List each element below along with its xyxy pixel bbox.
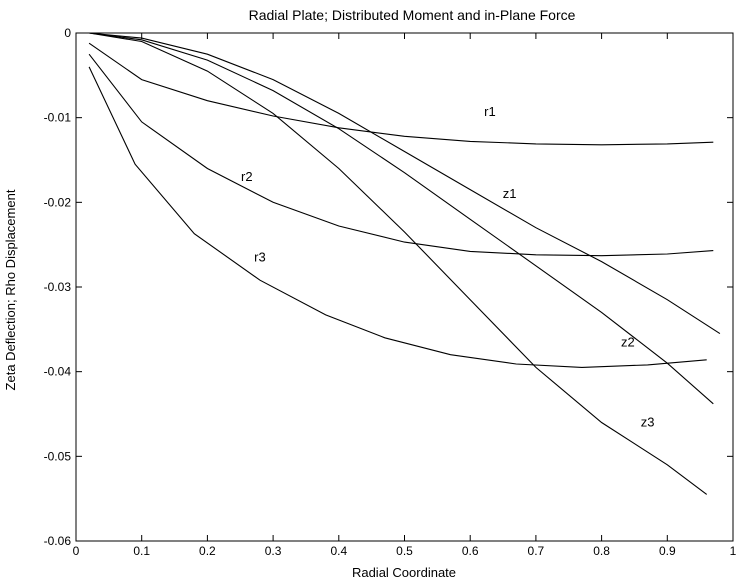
- y-tick-label: 0: [64, 26, 71, 40]
- series-label-r3: r3: [254, 250, 266, 265]
- x-tick-label: 0.4: [330, 544, 347, 558]
- y-tick-label: -0.04: [44, 365, 72, 379]
- x-tick-label: 1: [730, 544, 737, 558]
- x-tick-label: 0.8: [593, 544, 610, 558]
- x-tick-label: 0.1: [133, 544, 150, 558]
- axis-ticks: 0 0.1 0.2 0.3 0.4 0.5 0.6 0.7 0.8 0.9 1 0 -0.01 -0.02…: [44, 26, 737, 558]
- series-line-r1: [88, 42, 714, 146]
- y-tick-label: -0.01: [44, 111, 72, 125]
- series-label-z1: z1: [503, 186, 517, 201]
- y-tick-label: -0.05: [44, 449, 72, 463]
- y-tick-label: -0.06: [44, 534, 72, 548]
- series-label-r1: r1: [484, 104, 496, 119]
- series-line-z1: [89, 32, 721, 335]
- series-label-z3: z3: [641, 415, 655, 430]
- plot-frame: [75, 32, 734, 542]
- chart-title: Radial Plate; Distributed Moment and in-…: [249, 7, 576, 23]
- x-tick-label: 0: [73, 544, 80, 558]
- x-tick-label: 0.7: [528, 544, 545, 558]
- y-axis-label: Zeta Deflection; Rho Displacement: [3, 189, 18, 390]
- x-tick-label: 0.5: [396, 544, 413, 558]
- series-label-z2: z2: [621, 334, 635, 349]
- series-line-r3: [88, 66, 707, 368]
- y-tick-label: -0.03: [44, 280, 72, 294]
- series-label-r2: r2: [241, 169, 253, 184]
- series-line-z3: [89, 32, 708, 495]
- x-tick-label: 0.6: [462, 544, 479, 558]
- y-tick-label: -0.02: [44, 195, 72, 209]
- x-axis-label: Radial Coordinate: [352, 565, 456, 580]
- x-tick-label: 0.2: [199, 544, 216, 558]
- series-line-z2: [89, 32, 714, 405]
- x-tick-label: 0.3: [265, 544, 282, 558]
- x-tick-label: 0.9: [659, 544, 676, 558]
- curves: [88, 32, 721, 495]
- series-line-r2: [88, 53, 714, 257]
- curve-labels: r1 r2 r3 z1 z2 z3: [241, 104, 654, 430]
